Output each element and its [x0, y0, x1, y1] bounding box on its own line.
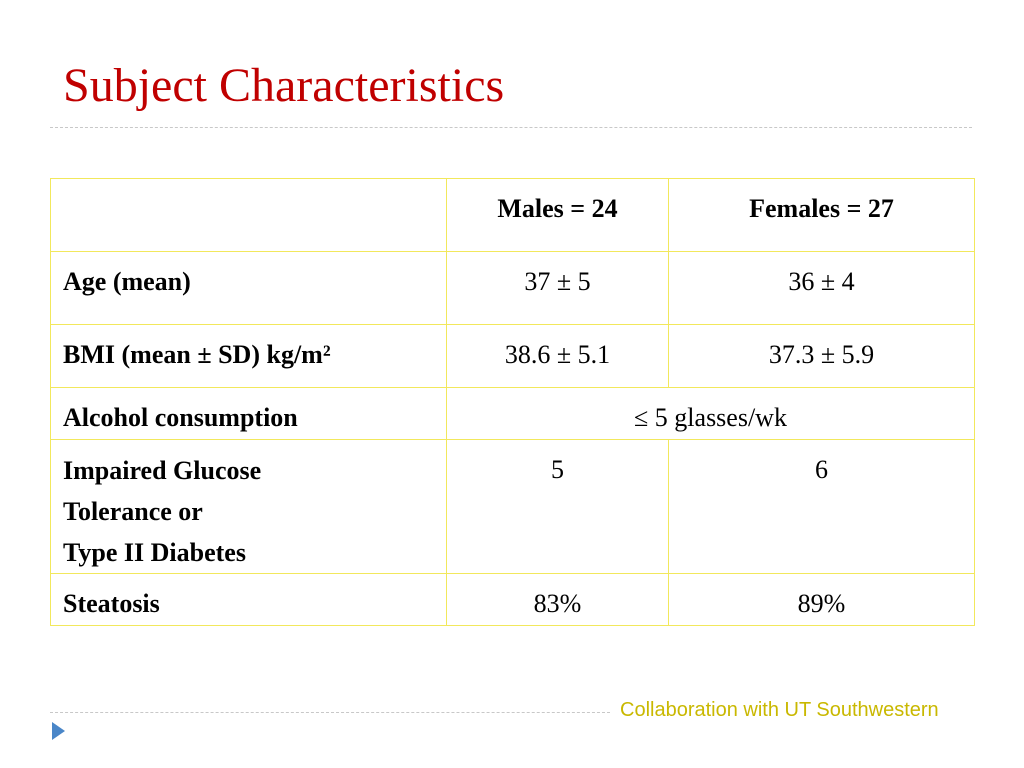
table-row-glucose: Impaired Glucose Tolerance or Type II Di…	[50, 439, 975, 574]
footer-divider	[50, 712, 610, 713]
glucose-label-line-3: Type II Diabetes	[63, 538, 246, 567]
glucose-males-cell: 5	[446, 439, 669, 574]
table-header-row: Males = 24 Females = 27	[50, 178, 975, 252]
bmi-females-cell: 37.3 ± 5.9	[668, 324, 975, 388]
row-label-bmi: BMI (mean ± SD) kg/m²	[50, 324, 447, 388]
triangle-bullet-icon	[52, 722, 65, 740]
header-cell-empty	[50, 178, 447, 252]
table-row-steatosis: Steatosis 83% 89%	[50, 573, 975, 626]
row-label-alcohol: Alcohol consumption	[50, 387, 447, 440]
title-divider	[50, 127, 972, 128]
age-females-cell: 36 ± 4	[668, 251, 975, 325]
table-row-bmi: BMI (mean ± SD) kg/m² 38.6 ± 5.1 37.3 ± …	[50, 324, 975, 388]
glucose-label-line-2: Tolerance or	[63, 497, 203, 526]
bmi-males-cell: 38.6 ± 5.1	[446, 324, 669, 388]
row-label-steatosis: Steatosis	[50, 573, 447, 626]
glucose-females-cell: 6	[668, 439, 975, 574]
glucose-label-line-1: Impaired Glucose	[63, 456, 262, 485]
subject-characteristics-table: Males = 24 Females = 27 Age (mean) 37 ± …	[50, 178, 975, 626]
footer-collaboration-note: Collaboration with UT Southwestern	[620, 699, 939, 721]
table-row-alcohol: Alcohol consumption ≤ 5 glasses/wk	[50, 387, 975, 440]
header-cell-males: Males = 24	[446, 178, 669, 252]
age-males-cell: 37 ± 5	[446, 251, 669, 325]
alcohol-value-cell: ≤ 5 glasses/wk	[446, 387, 975, 440]
header-cell-females: Females = 27	[668, 178, 975, 252]
steatosis-females-cell: 89%	[668, 573, 975, 626]
row-label-glucose: Impaired Glucose Tolerance or Type II Di…	[50, 439, 447, 574]
table-row-age: Age (mean) 37 ± 5 36 ± 4	[50, 251, 975, 325]
steatosis-males-cell: 83%	[446, 573, 669, 626]
slide-title: Subject Characteristics	[63, 59, 505, 112]
row-label-age: Age (mean)	[50, 251, 447, 325]
